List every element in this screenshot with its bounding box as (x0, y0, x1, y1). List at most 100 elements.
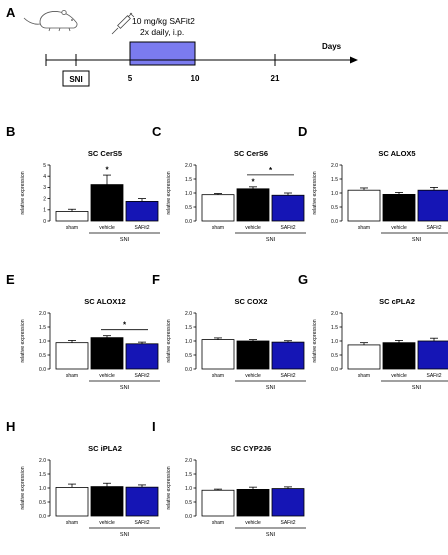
x-tick-label: SAFit2 (280, 520, 295, 526)
y-axis-label: relative expression (166, 171, 172, 214)
sni-group-label: SNI (412, 385, 422, 391)
bar-vehicle (90, 337, 124, 370)
panel-letter-h: H (6, 419, 15, 434)
chart-sc-alox5: D SC ALOX5 relative expression 0.0 0.5 1.0 1.5… (298, 124, 448, 243)
y-axis-label: relative expression (20, 466, 26, 509)
y-tick-label: 1.0 (185, 339, 192, 345)
chart-sc-cox2: F SC COX2 relative expression 0.0 0.5 1.0 1.5 2… (152, 272, 306, 391)
x-tick-label: vehicle (391, 225, 407, 231)
bar-safit2 (125, 343, 159, 370)
panel-letter-i: I (152, 419, 156, 434)
bar-sham (201, 339, 235, 370)
x-tick-label: vehicle (245, 520, 261, 526)
y-tick-label: 0.0 (185, 219, 192, 225)
y-tick-label: 1.0 (39, 486, 46, 492)
y-tick-label: 0.5 (331, 353, 338, 359)
day-tick-label-21: 21 (271, 74, 280, 83)
bar-vehicle (382, 342, 416, 370)
day-axis-arrow (350, 56, 358, 64)
sni-group-label: SNI (266, 237, 276, 243)
y-tick-label: 0.5 (185, 500, 192, 506)
x-tick-label: SAFit2 (426, 225, 441, 231)
panel-letter-e: E (6, 272, 15, 287)
y-tick-label: 1.5 (185, 177, 192, 183)
y-tick-label: 1.5 (185, 472, 192, 478)
x-tick-label: SAFit2 (134, 225, 149, 231)
day-tick-label-5: 5 (128, 74, 133, 83)
y-axis-label: relative expression (166, 319, 172, 362)
chart-sc-alox12: E SC ALOX12 relative expression 0.0 0.5 1.0 1.… (6, 272, 160, 391)
panel-letter-g: G (298, 272, 308, 287)
y-axis-label: relative expression (166, 466, 172, 509)
y-tick-label: 2.0 (185, 458, 192, 464)
bar-safit2 (125, 486, 159, 517)
y-tick-label: 0.5 (185, 353, 192, 359)
bar-chart-panels: B SC CerS5 relative expression 0 1 2 3 4 5 sham ve… (6, 124, 448, 538)
bar-sham (55, 342, 89, 370)
chart-title: SC CerS5 (88, 149, 122, 158)
y-tick-label: 0.5 (39, 353, 46, 359)
panel-letter-f: F (152, 272, 160, 287)
y-tick-label: 0.0 (185, 367, 192, 373)
y-tick-label: 0.0 (331, 219, 338, 225)
chart-title: SC CYP2J6 (231, 444, 271, 453)
y-tick-label: 0.0 (331, 367, 338, 373)
bar-sham (347, 344, 381, 370)
significance-star: * (269, 166, 273, 175)
x-tick-label: vehicle (99, 373, 115, 379)
bar-vehicle (90, 486, 124, 517)
sni-group-label: SNI (266, 532, 276, 538)
chart-sc-cyp2j6: I SC CYP2J6 relative expression 0.0 0.5 1.0 1.… (152, 419, 306, 538)
bar-safit2 (417, 340, 448, 370)
chart-title: SC COX2 (235, 297, 268, 306)
panel-letter-d: D (298, 124, 307, 139)
y-tick-label: 2.0 (39, 458, 46, 464)
chart-title: SC ALOX5 (378, 149, 415, 158)
y-tick-label: 2.0 (185, 163, 192, 169)
syringe-icon (111, 12, 135, 35)
x-tick-label: sham (66, 373, 78, 379)
chart-title: SC ALOX12 (84, 297, 125, 306)
y-tick-label: 1.5 (331, 177, 338, 183)
bar-sham (347, 189, 381, 222)
x-tick-label: sham (358, 373, 370, 379)
y-axis-label: relative expression (312, 319, 318, 362)
y-tick-label: 1.0 (185, 191, 192, 197)
bar-sham (201, 194, 235, 222)
day-tick-label-10: 10 (191, 74, 200, 83)
bar-sham (55, 211, 89, 222)
chart-title: SC CerS6 (234, 149, 268, 158)
x-tick-label: vehicle (99, 225, 115, 231)
bar-vehicle (236, 188, 270, 222)
y-tick-label: 0.0 (39, 367, 46, 373)
y-tick-label: 1.0 (185, 486, 192, 492)
x-tick-label: SAFit2 (134, 373, 149, 379)
y-tick-label: 1.5 (39, 472, 46, 478)
y-tick-label: 2.0 (39, 311, 46, 317)
y-tick-label: 0 (43, 219, 46, 225)
significance-star: * (105, 166, 109, 175)
bar-vehicle (236, 340, 270, 370)
x-tick-label: sham (358, 225, 370, 231)
dose-line-1: 10 mg/kg SAFit2 (132, 16, 195, 26)
x-tick-label: sham (212, 225, 224, 231)
x-tick-label: sham (212, 520, 224, 526)
chart-title: SC cPLA2 (379, 297, 415, 306)
chart-sc-ipla2: H SC iPLA2 relative expression 0.0 0.5 1.0 1.5… (6, 419, 160, 538)
x-tick-label: sham (66, 225, 78, 231)
y-tick-label: 1.0 (331, 339, 338, 345)
y-tick-label: 5 (43, 163, 46, 169)
y-tick-label: 2.0 (331, 311, 338, 317)
chart-sc-cers6: C SC CerS6 relative expression 0.0 0.5 1.0 1.5… (152, 124, 306, 243)
y-axis-label: relative expression (20, 171, 26, 214)
y-tick-label: 0.0 (185, 514, 192, 520)
y-tick-label: 1.0 (39, 339, 46, 345)
x-tick-label: SAFit2 (426, 373, 441, 379)
panel-letter-a: A (6, 5, 16, 20)
significance-star: * (251, 177, 255, 186)
mouse-icon (23, 10, 78, 32)
bar-safit2 (271, 194, 305, 222)
sni-group-label: SNI (266, 385, 276, 391)
days-axis-label: Days (322, 42, 342, 51)
